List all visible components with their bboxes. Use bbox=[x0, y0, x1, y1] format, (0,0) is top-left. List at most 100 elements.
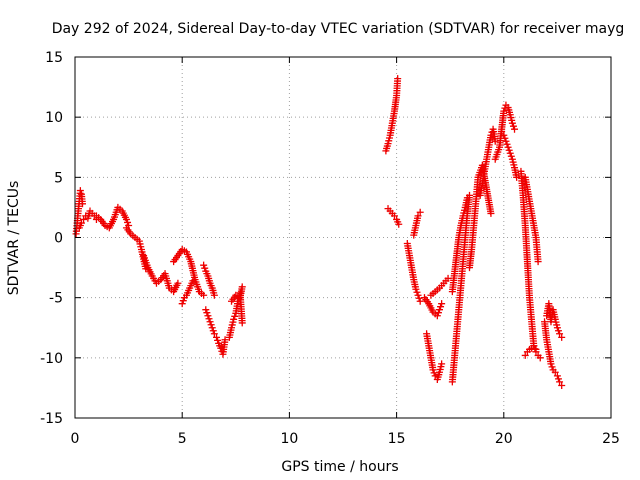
series-track-f bbox=[170, 246, 208, 299]
y-tick-label: -10 bbox=[40, 351, 63, 367]
y-tick-label: -5 bbox=[49, 291, 63, 307]
series-track-u bbox=[465, 161, 495, 272]
data-point bbox=[238, 319, 246, 327]
data-point bbox=[536, 354, 544, 362]
data-point bbox=[189, 277, 197, 285]
data-point bbox=[178, 300, 186, 308]
series-track-p bbox=[420, 294, 446, 320]
series-track-x bbox=[498, 128, 521, 181]
data-point bbox=[556, 378, 564, 386]
series-track-e bbox=[140, 252, 182, 296]
data-point bbox=[413, 288, 421, 296]
y-axis-ticks: 15 10 5 0 -5 -10 -15 bbox=[40, 50, 611, 427]
data-point bbox=[433, 312, 441, 320]
data-point bbox=[414, 212, 422, 220]
y-tick-label: -15 bbox=[40, 411, 63, 427]
data-point bbox=[553, 324, 561, 332]
data-point bbox=[491, 137, 499, 145]
series-track-t bbox=[448, 194, 471, 296]
data-point bbox=[210, 330, 218, 338]
data-point bbox=[412, 285, 420, 293]
data-point bbox=[238, 283, 246, 291]
data-point bbox=[201, 264, 209, 272]
data-point bbox=[205, 315, 213, 323]
data-point bbox=[511, 125, 519, 133]
data-point bbox=[206, 318, 214, 326]
data-point bbox=[554, 327, 562, 335]
data-point bbox=[438, 300, 446, 308]
data-point bbox=[429, 366, 437, 374]
data-point bbox=[507, 152, 515, 160]
data-point bbox=[487, 209, 495, 217]
series-track-v bbox=[476, 125, 499, 199]
x-tick-label: 10 bbox=[280, 431, 298, 447]
data-point bbox=[416, 208, 424, 216]
data-point bbox=[500, 131, 508, 139]
data-point bbox=[208, 324, 216, 332]
data-point bbox=[487, 131, 495, 139]
data-point bbox=[437, 303, 445, 311]
series-track-aa bbox=[521, 342, 540, 359]
y-tick-label: 5 bbox=[54, 170, 63, 186]
data-point bbox=[202, 306, 210, 314]
data-point bbox=[179, 297, 187, 305]
data-point bbox=[506, 149, 514, 157]
data-point bbox=[434, 309, 442, 317]
x-tick-label: 20 bbox=[495, 431, 513, 447]
y-tick-label: 15 bbox=[45, 50, 63, 66]
data-point bbox=[508, 119, 516, 127]
data-point bbox=[558, 333, 566, 341]
data-point bbox=[395, 220, 403, 228]
data-point bbox=[463, 194, 471, 202]
data-point bbox=[209, 327, 217, 335]
data-point bbox=[558, 382, 566, 390]
series-track-ac bbox=[543, 300, 566, 341]
data-point bbox=[513, 173, 521, 181]
data-point bbox=[231, 312, 239, 320]
data-point bbox=[174, 279, 182, 287]
series-track-i bbox=[202, 306, 229, 358]
data-point bbox=[204, 312, 212, 320]
data-point bbox=[500, 107, 508, 115]
series-track-n bbox=[403, 240, 424, 305]
data-point bbox=[221, 336, 229, 344]
y-axis-label: SDTVAR / TECUs bbox=[6, 181, 22, 296]
data-point bbox=[414, 291, 422, 299]
data-point bbox=[213, 333, 221, 341]
y-tick-label: 0 bbox=[54, 231, 63, 247]
series-track-k bbox=[228, 283, 246, 305]
data-point bbox=[498, 128, 506, 136]
data-point bbox=[210, 291, 218, 299]
series-track-l bbox=[382, 75, 402, 155]
data-point bbox=[530, 342, 538, 350]
chart-title: Day 292 of 2024, Sidereal Day-to-day VTE… bbox=[52, 21, 625, 37]
data-point bbox=[509, 122, 517, 130]
data-point bbox=[79, 200, 87, 208]
x-tick-label: 5 bbox=[178, 431, 187, 447]
data-point bbox=[435, 306, 443, 314]
x-axis-label: GPS time / hours bbox=[281, 459, 398, 475]
series-track-c bbox=[92, 203, 133, 232]
data-point bbox=[503, 140, 511, 148]
series-track-w bbox=[491, 101, 519, 163]
series-track-d bbox=[122, 224, 150, 273]
data-point bbox=[203, 309, 211, 317]
data-point bbox=[416, 297, 424, 305]
data-point bbox=[200, 291, 208, 299]
data-point bbox=[556, 330, 564, 338]
data-point bbox=[502, 137, 510, 145]
data-point bbox=[532, 345, 540, 353]
data-point bbox=[534, 258, 542, 266]
series-track-q bbox=[423, 330, 446, 383]
x-tick-label: 25 bbox=[602, 431, 620, 447]
data-point bbox=[554, 375, 562, 383]
series-track-g bbox=[178, 277, 197, 308]
data-point bbox=[230, 315, 238, 323]
series-track-o bbox=[410, 208, 424, 239]
x-tick-label: 0 bbox=[71, 431, 80, 447]
data-point bbox=[77, 219, 85, 227]
data-point bbox=[501, 134, 509, 142]
data-point bbox=[394, 75, 402, 83]
data-point bbox=[207, 321, 215, 329]
